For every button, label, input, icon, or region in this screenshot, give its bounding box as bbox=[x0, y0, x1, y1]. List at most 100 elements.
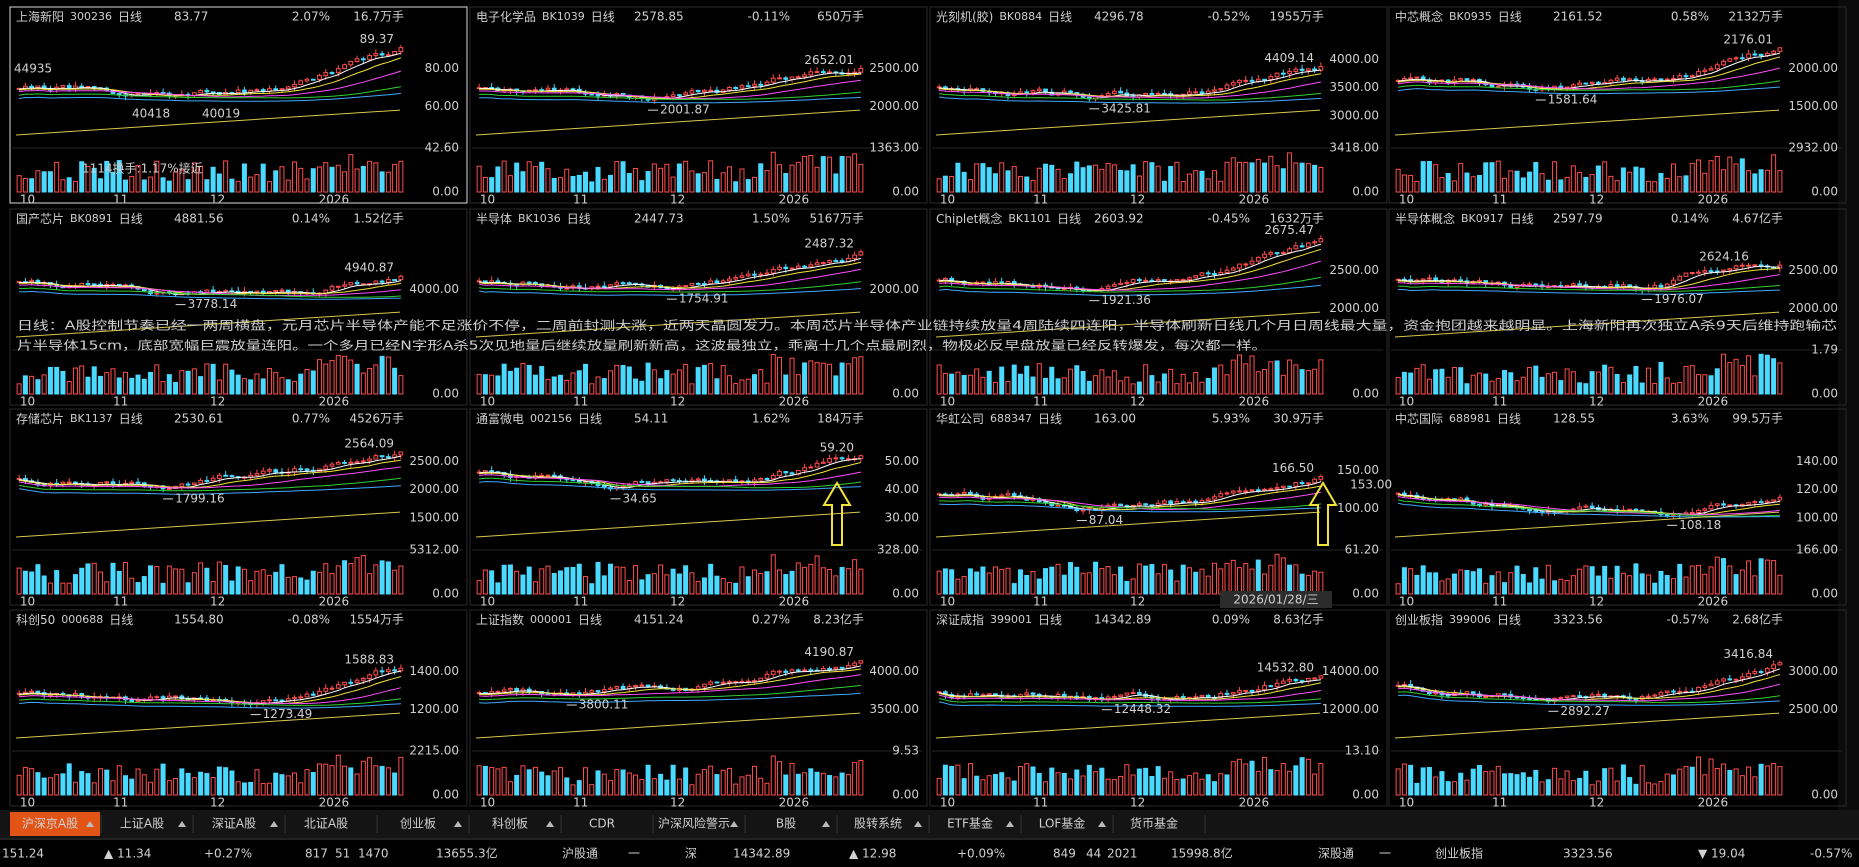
x-axis-label: 10 bbox=[480, 595, 495, 609]
tab-label[interactable]: 上证A股 bbox=[120, 817, 164, 831]
panel-frame[interactable] bbox=[9, 6, 468, 204]
tab-label[interactable]: ETF基金 bbox=[947, 816, 993, 831]
high-label: 2487.32 bbox=[804, 236, 854, 250]
candle-body bbox=[104, 481, 110, 484]
tab-label[interactable]: CDR bbox=[589, 817, 615, 831]
candle-body bbox=[1243, 689, 1249, 692]
volume-bar bbox=[783, 774, 789, 796]
volume-axis-label: 13.10 bbox=[1345, 744, 1379, 758]
candle-body bbox=[1011, 493, 1017, 497]
panel-frame[interactable] bbox=[929, 408, 1388, 606]
volume-bar bbox=[1495, 160, 1501, 193]
panel-frame[interactable] bbox=[929, 609, 1388, 807]
tab[interactable] bbox=[1022, 812, 1112, 836]
volume-bar bbox=[1086, 764, 1092, 796]
volume-bar bbox=[539, 568, 545, 595]
tab[interactable] bbox=[562, 812, 652, 836]
tab-label[interactable]: LOF基金 bbox=[1039, 816, 1086, 831]
volume-bar bbox=[967, 374, 973, 395]
volume-bar bbox=[733, 383, 739, 395]
candle-body bbox=[1739, 264, 1745, 267]
tab-label[interactable]: 北证A股 bbox=[304, 817, 348, 831]
tab-arrow bbox=[1006, 821, 1014, 827]
change: -0.08% bbox=[288, 613, 330, 627]
candle-body bbox=[285, 86, 291, 90]
tab[interactable] bbox=[286, 812, 376, 836]
volume-bar bbox=[1470, 176, 1476, 193]
panel-frame[interactable] bbox=[469, 408, 928, 606]
candle-body bbox=[695, 478, 701, 481]
panel-frame[interactable] bbox=[9, 408, 468, 606]
volume-bar bbox=[1683, 576, 1689, 595]
volume-bar bbox=[980, 376, 986, 395]
tab[interactable] bbox=[930, 812, 1020, 836]
panel-frame[interactable] bbox=[1388, 609, 1847, 807]
panel-frame[interactable] bbox=[469, 6, 928, 204]
volume-bar bbox=[764, 170, 770, 193]
tab-label[interactable]: 沪深风险警示 bbox=[658, 816, 730, 831]
tab-label[interactable]: B股 bbox=[776, 817, 796, 831]
panel-frame[interactable] bbox=[9, 208, 468, 406]
candle-body bbox=[1583, 505, 1589, 508]
volume-bar bbox=[595, 166, 601, 193]
volume-bar bbox=[279, 774, 285, 796]
candle-body bbox=[1596, 693, 1601, 696]
tab-label[interactable]: 创业板 bbox=[400, 817, 436, 831]
stock-name: 创业板指 bbox=[1395, 612, 1443, 627]
volume-bar bbox=[348, 562, 354, 595]
volume-bar bbox=[41, 575, 47, 595]
volume-bar bbox=[955, 764, 961, 796]
volume-bar bbox=[714, 774, 720, 796]
candle-body bbox=[35, 85, 41, 89]
panel-frame[interactable] bbox=[9, 609, 468, 807]
candle-body bbox=[777, 670, 782, 673]
candle-body bbox=[329, 72, 335, 75]
panel-frame[interactable] bbox=[469, 609, 928, 807]
volume-bar bbox=[858, 568, 864, 595]
panel-frame[interactable] bbox=[929, 6, 1388, 204]
panel-frame[interactable] bbox=[469, 208, 928, 406]
tab-label[interactable]: 股转系统 bbox=[854, 816, 902, 831]
tab[interactable] bbox=[378, 812, 468, 836]
candle-body bbox=[695, 89, 701, 93]
tab[interactable] bbox=[102, 812, 192, 836]
candle-body bbox=[727, 681, 732, 684]
tab[interactable] bbox=[746, 812, 836, 836]
tab-label[interactable]: 科创板 bbox=[492, 817, 528, 831]
panel-frame[interactable] bbox=[1388, 6, 1847, 204]
candle-body bbox=[1118, 90, 1123, 94]
volume-bar bbox=[1293, 564, 1299, 595]
volume-bar bbox=[1136, 381, 1142, 395]
volume-bar bbox=[992, 381, 998, 395]
volume-bar bbox=[392, 772, 398, 796]
candle-body bbox=[539, 89, 545, 92]
candle-body bbox=[833, 666, 839, 670]
panel-frame[interactable] bbox=[1388, 408, 1847, 606]
volume-bar bbox=[60, 370, 66, 395]
tab[interactable] bbox=[1114, 812, 1204, 836]
candle-body bbox=[1777, 47, 1783, 52]
volume-bar bbox=[191, 777, 197, 796]
period: 日线 bbox=[1497, 613, 1521, 627]
tab-label[interactable]: 货币基金 bbox=[1130, 816, 1178, 831]
volume-bar bbox=[1620, 167, 1626, 193]
tab[interactable] bbox=[470, 812, 560, 836]
x-axis-label: 11 bbox=[1033, 595, 1048, 609]
volume-bar bbox=[501, 363, 507, 395]
tab-label[interactable]: 沪深京A股 bbox=[22, 817, 78, 831]
tab-label[interactable]: 深证A股 bbox=[212, 817, 256, 831]
candle-body bbox=[620, 282, 626, 285]
candle-body bbox=[217, 474, 222, 479]
tab[interactable] bbox=[194, 812, 284, 836]
volume-bar bbox=[1255, 371, 1261, 395]
volume-bar bbox=[758, 369, 764, 395]
tab[interactable] bbox=[10, 812, 100, 836]
volume-bar bbox=[777, 164, 783, 193]
date-tag: 2026/01/28/三 bbox=[1233, 593, 1318, 607]
volume-bar bbox=[1620, 764, 1626, 796]
tab[interactable] bbox=[654, 812, 744, 836]
y-axis-label: 1200.00 bbox=[409, 702, 459, 716]
panel-frame[interactable] bbox=[929, 208, 1388, 406]
tab[interactable] bbox=[838, 812, 928, 836]
panel-frame[interactable] bbox=[1388, 208, 1847, 406]
